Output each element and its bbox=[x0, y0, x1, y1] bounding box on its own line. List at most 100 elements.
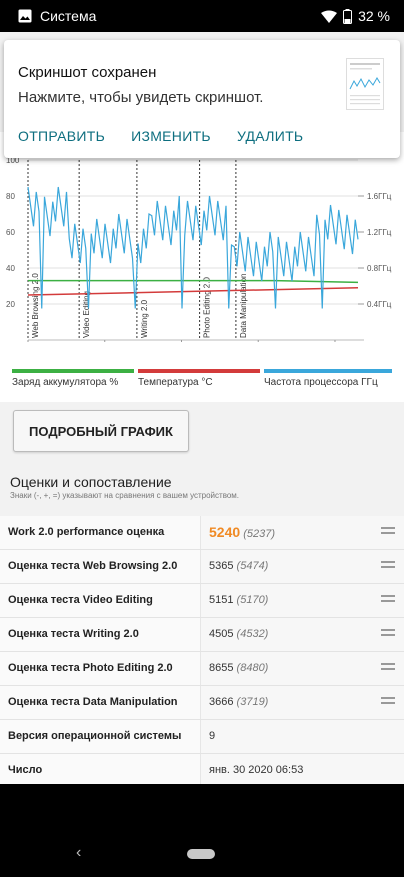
row-value: 9 bbox=[209, 730, 216, 742]
scores-title: Оценки и сопоставление bbox=[10, 474, 172, 490]
table-row: Оценка теста Video Editing 5151 (5170) bbox=[0, 584, 404, 618]
legend-cpu-label: Частота процессора ГГц bbox=[264, 377, 378, 388]
back-icon[interactable]: ‹ bbox=[76, 844, 82, 861]
row-value: 3666 (3719) bbox=[209, 696, 268, 708]
battery-percent: 32 % bbox=[358, 8, 390, 24]
delete-button[interactable]: УДАЛИТЬ bbox=[236, 128, 304, 144]
status-bar: Система 32 % bbox=[0, 0, 404, 32]
segment-label: Web Browsing 2.0 bbox=[31, 273, 40, 338]
table-row: Work 2.0 performance оценка 5240 (5237) bbox=[0, 516, 404, 550]
legend-battery-label: Заряд аккумулятора % bbox=[12, 377, 119, 388]
table-row: Оценка теста Web Browsing 2.0 5365 (5474… bbox=[0, 550, 404, 584]
thumbnail-preview-icon bbox=[349, 63, 381, 105]
row-label-cell: Версия операционной системы bbox=[0, 720, 201, 753]
row-value: 5151 (5170) bbox=[209, 594, 268, 606]
row-label: Оценка теста Photo Editing 2.0 bbox=[8, 662, 173, 674]
battery-icon bbox=[343, 8, 353, 24]
segment-label: Writing 2.0 bbox=[140, 299, 149, 338]
segment-label: Video Editing bbox=[82, 291, 91, 338]
row-label-cell: Оценка теста Web Browsing 2.0 bbox=[0, 550, 201, 583]
notification-text: Нажмите, чтобы увидеть скриншот. bbox=[18, 89, 264, 106]
screenshot-thumbnail[interactable] bbox=[346, 58, 384, 110]
legend-temperature: Температура °C bbox=[138, 369, 260, 393]
row-label: Число bbox=[8, 764, 43, 776]
row-label: Оценка теста Web Browsing 2.0 bbox=[8, 560, 178, 572]
y-tick-label: 60 bbox=[6, 228, 15, 237]
row-label-cell: Оценка теста Writing 2.0 bbox=[0, 618, 201, 651]
y-tick-label: 40 bbox=[6, 264, 15, 273]
row-label-cell: Число bbox=[0, 754, 201, 784]
row-value: 8655 (8480) bbox=[209, 662, 268, 674]
scores-table: Work 2.0 performance оценка 5240 (5237) … bbox=[0, 516, 404, 784]
reference-value: (3719) bbox=[236, 696, 269, 708]
right-tick-label: 0.8ГГц bbox=[367, 264, 392, 273]
y-tick-label: 100 bbox=[6, 156, 20, 165]
home-pill-icon[interactable] bbox=[187, 849, 215, 859]
row-label: Версия операционной системы bbox=[8, 730, 182, 742]
image-icon bbox=[18, 9, 32, 23]
row-label: Оценка теста Video Editing bbox=[8, 594, 153, 606]
right-tick-label: 1.6ГГц bbox=[367, 192, 392, 201]
legend-cpu: Частота процессора ГГц bbox=[264, 369, 392, 393]
table-row: Оценка теста Data Manipulation 3666 (371… bbox=[0, 686, 404, 720]
score-value: 5365 bbox=[209, 560, 234, 572]
legend-battery: Заряд аккумулятора % bbox=[12, 369, 134, 393]
legend-temperature-label: Температура °C bbox=[138, 377, 213, 388]
performance-chart: 100806040201.6ГГц1.2ГГц0.8ГГц0.4ГГц00:00… bbox=[0, 132, 404, 402]
menu-icon[interactable] bbox=[381, 629, 395, 640]
chart-svg: 100806040201.6ГГц1.2ГГц0.8ГГц0.4ГГц00:00… bbox=[6, 156, 392, 358]
row-value: 4505 (4532) bbox=[209, 628, 268, 640]
score-value: 3666 bbox=[209, 696, 234, 708]
screenshot-notification[interactable]: Скриншот сохранен Нажмите, чтобы увидеть… bbox=[4, 40, 400, 158]
menu-icon[interactable] bbox=[381, 697, 395, 708]
table-row: Оценка теста Photo Editing 2.0 8655 (848… bbox=[0, 652, 404, 686]
wifi-icon bbox=[321, 10, 338, 23]
reference-value: (5474) bbox=[236, 560, 269, 572]
segment-label: Photo Editing 2.0 bbox=[203, 277, 212, 338]
y-tick-label: 80 bbox=[6, 192, 15, 201]
status-app-name: Система bbox=[40, 8, 97, 24]
status-left: Система bbox=[18, 8, 96, 24]
edit-button[interactable]: ИЗМЕНИТЬ bbox=[131, 128, 211, 144]
row-value: янв. 30 2020 06:53 bbox=[209, 764, 304, 776]
menu-icon[interactable] bbox=[381, 663, 395, 674]
row-label: Оценка теста Data Manipulation bbox=[8, 696, 178, 708]
row-value: 5240 (5237) bbox=[209, 524, 275, 540]
table-row: Версия операционной системы 9 bbox=[0, 720, 404, 754]
menu-icon[interactable] bbox=[381, 527, 395, 538]
right-tick-label: 0.4ГГц bbox=[367, 300, 392, 309]
reference-value: (4532) bbox=[236, 628, 269, 640]
menu-icon[interactable] bbox=[381, 561, 395, 572]
reference-value: (5237) bbox=[243, 528, 276, 540]
status-right: 32 % bbox=[321, 8, 390, 24]
table-row: Оценка теста Writing 2.0 4505 (4532) bbox=[0, 618, 404, 652]
battery-line bbox=[28, 279, 359, 284]
scores-note: Знаки (-, +, =) указывают на сравнения с… bbox=[10, 491, 240, 500]
score-value: 4505 bbox=[209, 628, 234, 640]
cpu-frequency-line bbox=[27, 186, 359, 309]
score-value: 5151 bbox=[209, 594, 234, 606]
score-value: 5240 bbox=[209, 524, 241, 540]
row-label-cell: Work 2.0 performance оценка bbox=[0, 516, 201, 549]
chart-legend: Заряд аккумулятора % Температура °C Част… bbox=[0, 369, 404, 397]
notification-actions: ОТПРАВИТЬ ИЗМЕНИТЬ УДАЛИТЬ bbox=[18, 128, 303, 144]
score-value: 8655 bbox=[209, 662, 234, 674]
row-label: Work 2.0 performance оценка bbox=[8, 526, 165, 538]
temperature-line bbox=[27, 287, 359, 296]
navigation-bar: ‹ bbox=[0, 784, 404, 877]
notification-title: Скриншот сохранен bbox=[18, 64, 157, 81]
reference-value: (5170) bbox=[236, 594, 269, 606]
right-tick-label: 1.2ГГц bbox=[367, 228, 392, 237]
y-tick-label: 20 bbox=[6, 300, 15, 309]
screen: Скриншот сохранен Нажмите, чтобы увидеть… bbox=[0, 32, 404, 784]
row-label: Оценка теста Writing 2.0 bbox=[8, 628, 139, 640]
row-label-cell: Оценка теста Video Editing bbox=[0, 584, 201, 617]
menu-icon[interactable] bbox=[381, 595, 395, 606]
share-button[interactable]: ОТПРАВИТЬ bbox=[18, 128, 106, 144]
row-label-cell: Оценка теста Data Manipulation bbox=[0, 686, 201, 719]
row-value: 5365 (5474) bbox=[209, 560, 268, 572]
segment-label: Data Manipulation bbox=[239, 274, 248, 338]
detailed-chart-button[interactable]: ПОДРОБНЫЙ ГРАФИК bbox=[13, 410, 189, 452]
row-label-cell: Оценка теста Photo Editing 2.0 bbox=[0, 652, 201, 685]
reference-value: (8480) bbox=[236, 662, 269, 674]
